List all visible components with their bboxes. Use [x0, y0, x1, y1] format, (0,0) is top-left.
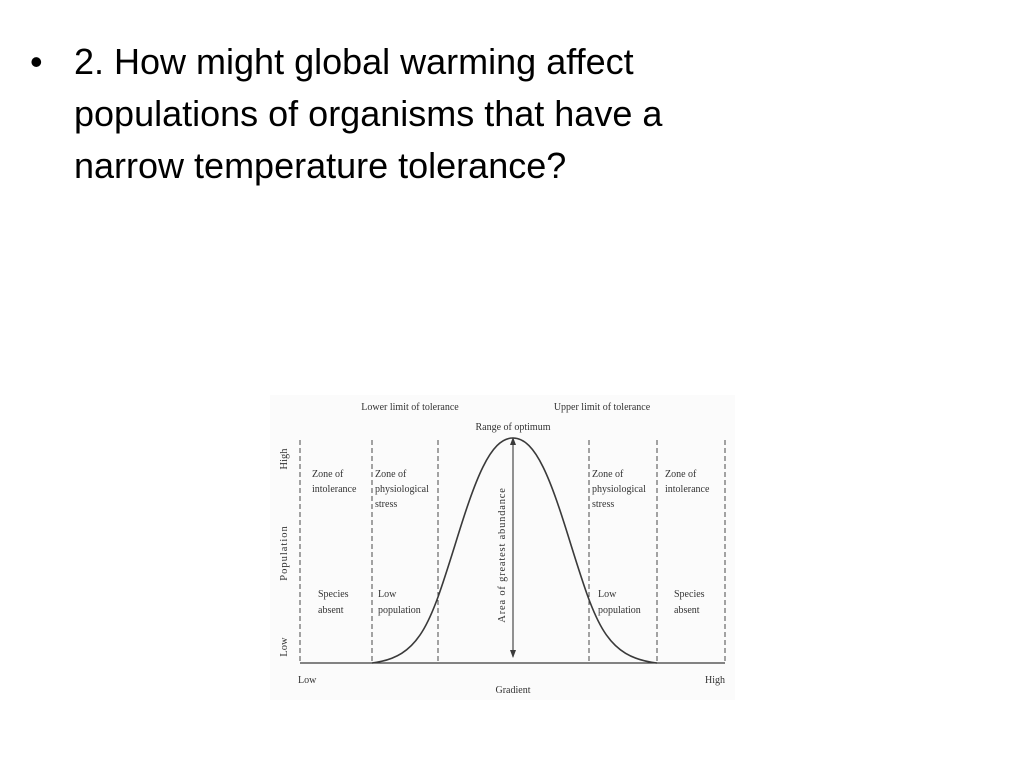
note-right-absent: Species absent: [674, 589, 707, 616]
optimum-label: Range of optimum: [476, 422, 551, 433]
zone-left-stress: Zone of physiological stress: [375, 469, 431, 510]
question-line-3: narrow temperature tolerance?: [74, 145, 567, 186]
slide-bullet: • 2. How might global warming affect pop…: [30, 36, 970, 192]
zone-right-stress: Zone of physiological stress: [592, 469, 648, 510]
tolerance-diagram-svg: Lower limit of tolerance Upper limit of …: [270, 395, 735, 700]
zone-left-intolerance: Zone of intolerance: [312, 469, 357, 495]
center-abundance-label: Area of greatest abundance: [497, 487, 508, 622]
center-axis-arrow-bottom: [510, 650, 516, 658]
note-right-low: Low population: [598, 589, 641, 616]
question-line-2: populations of organisms that have a: [74, 93, 663, 134]
question-line-1: 2. How might global warming affect: [74, 41, 634, 82]
bullet-dot: •: [30, 41, 43, 82]
y-axis-label: Population: [279, 525, 290, 581]
x-axis-high-label: High: [705, 675, 725, 686]
y-axis-high-label: High: [279, 448, 290, 470]
x-axis-label: Gradient: [496, 685, 531, 696]
lower-limit-label: Lower limit of tolerance: [361, 402, 459, 413]
y-axis-low-label: Low: [279, 637, 290, 657]
note-left-low: Low population: [378, 589, 421, 616]
upper-limit-label: Upper limit of tolerance: [554, 402, 651, 413]
center-axis-arrow-top: [510, 437, 516, 445]
x-axis-low-label: Low: [298, 675, 317, 686]
question-text: 2. How might global warming affect popul…: [74, 36, 662, 192]
note-left-absent: Species absent: [318, 589, 351, 616]
tolerance-diagram: Lower limit of tolerance Upper limit of …: [270, 395, 735, 700]
zone-right-intolerance: Zone of intolerance: [665, 469, 710, 495]
